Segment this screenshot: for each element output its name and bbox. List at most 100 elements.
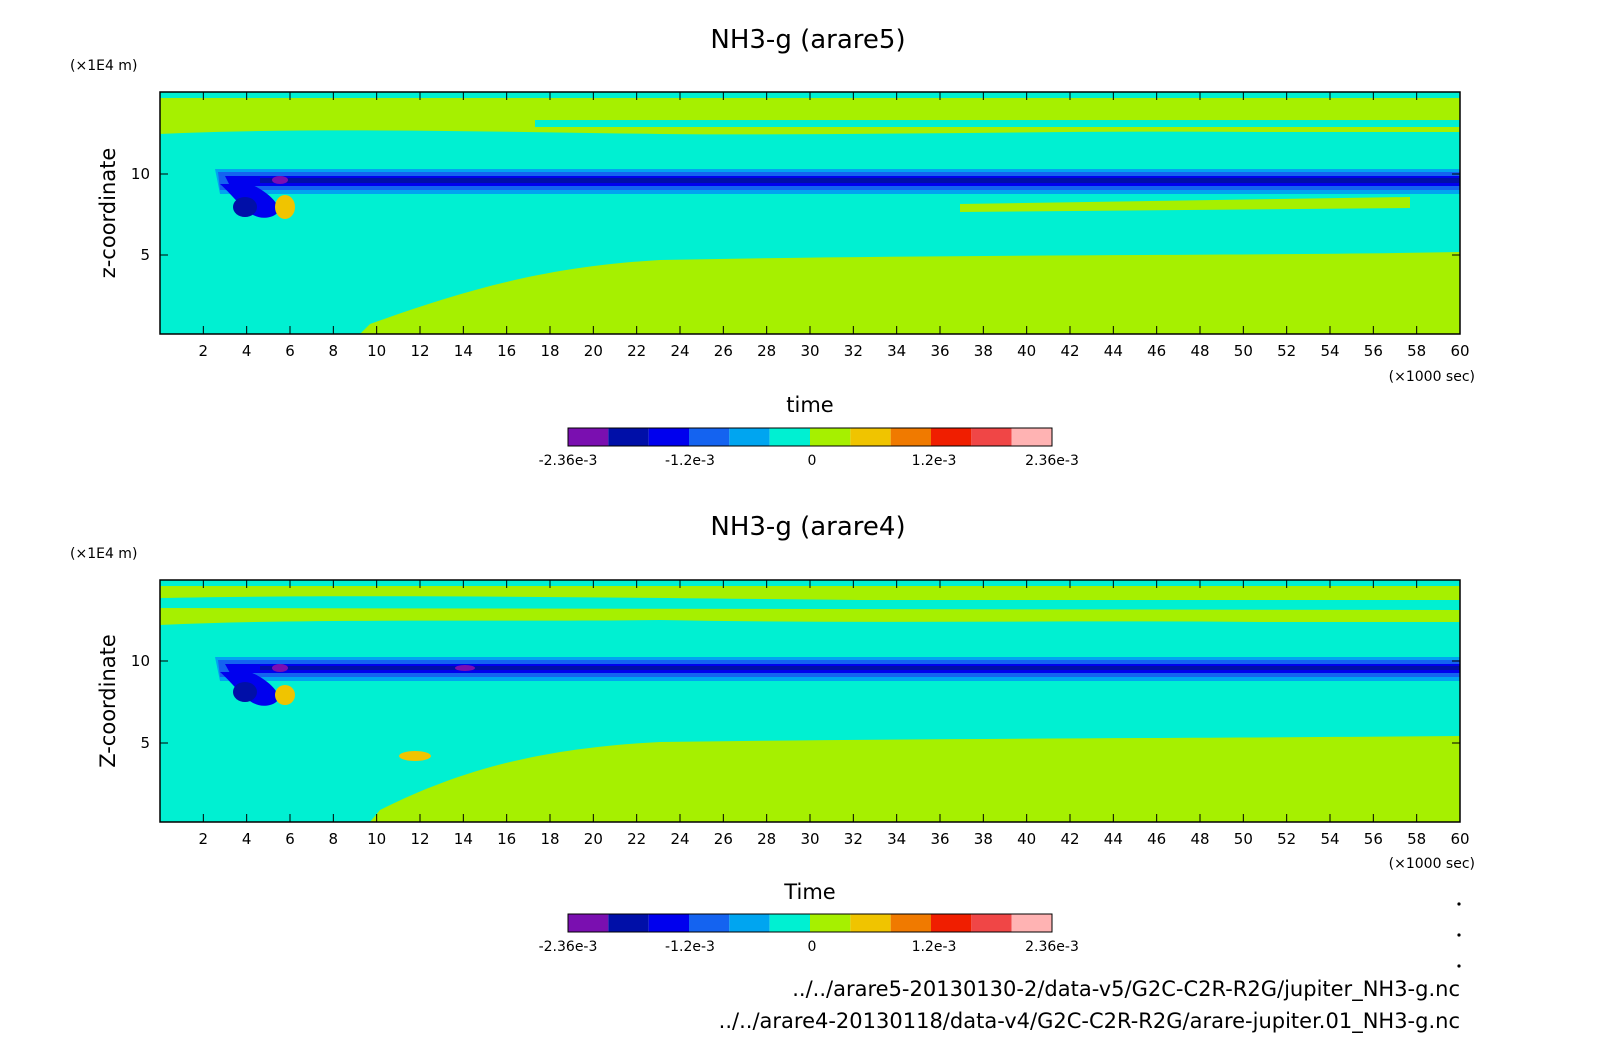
upper-thin-band bbox=[160, 596, 1460, 610]
x-tick-label: 22 bbox=[627, 830, 646, 848]
y-axis: 5 10 bbox=[131, 652, 1460, 752]
x-tick-label: 20 bbox=[584, 830, 603, 848]
darknavy-core bbox=[260, 666, 1460, 670]
colorbar-swatch bbox=[810, 914, 851, 932]
x-tick-label: 52 bbox=[1277, 342, 1296, 360]
colorbar bbox=[567, 913, 1053, 933]
colorbar-swatch bbox=[769, 428, 810, 446]
colorbar-swatch bbox=[689, 914, 730, 932]
x-tick-label: 46 bbox=[1147, 342, 1166, 360]
x-tick-label: 6 bbox=[285, 830, 295, 848]
x-tick-label: 56 bbox=[1364, 342, 1383, 360]
x-tick-label: 8 bbox=[329, 830, 339, 848]
x-tick-label: 36 bbox=[930, 342, 949, 360]
x-tick-label: 44 bbox=[1104, 830, 1123, 848]
x-tick-label: 16 bbox=[497, 830, 516, 848]
colorbar-label: -1.2e-3 bbox=[665, 453, 715, 469]
x-tick-label: 4 bbox=[242, 342, 252, 360]
contour-plot-area bbox=[160, 580, 1460, 822]
x-tick-label: 48 bbox=[1190, 830, 1209, 848]
x-tick-label: 58 bbox=[1407, 830, 1426, 848]
x-tick-label: 34 bbox=[887, 342, 906, 360]
x-tick-label: 54 bbox=[1320, 830, 1339, 848]
colorbar-swatch bbox=[568, 428, 609, 446]
x-tick-label: 2 bbox=[199, 830, 209, 848]
colorbar-swatch bbox=[1011, 428, 1052, 446]
x-tick-label: 46 bbox=[1147, 830, 1166, 848]
x-tick-label: 12 bbox=[410, 830, 429, 848]
colorbar-frame bbox=[567, 913, 1053, 933]
x-tick-label: 60 bbox=[1450, 342, 1469, 360]
x-tick-label: 18 bbox=[540, 830, 559, 848]
x-tick-label: 14 bbox=[454, 830, 473, 848]
colorbar-swatch bbox=[931, 428, 972, 446]
orange-spot bbox=[399, 751, 431, 761]
colorbar-swatch bbox=[608, 428, 649, 446]
colorbar-label: 1.2e-3 bbox=[912, 939, 957, 955]
plume-core bbox=[233, 682, 257, 702]
main-cyan-layer bbox=[160, 658, 1460, 822]
x-tick-label: 44 bbox=[1104, 342, 1123, 360]
file-path-arare5: ../../arare5-20130130-2/data-v5/G2C-C2R-… bbox=[792, 977, 1460, 1002]
colorbar-swatch bbox=[850, 428, 891, 446]
x-tick-label: 34 bbox=[887, 830, 906, 848]
x-tick-label: 36 bbox=[930, 830, 949, 848]
colorbar-label: 0 bbox=[808, 453, 817, 469]
x-tick-label: 10 bbox=[367, 342, 386, 360]
y-tick-label: 5 bbox=[140, 246, 150, 264]
file-path-arare4: ../../arare4-20130118/data-v4/G2C-C2R-R2… bbox=[719, 1009, 1460, 1034]
x-tick-label: 24 bbox=[670, 342, 689, 360]
x-tick-label: 52 bbox=[1277, 830, 1296, 848]
x-tick-label: 2 bbox=[199, 342, 209, 360]
x-tick-label: 42 bbox=[1060, 830, 1079, 848]
y-axis: 5 10 bbox=[131, 165, 1460, 264]
x-axis-label: Time bbox=[783, 880, 835, 904]
y-unit-label: (×1E4 m) bbox=[70, 58, 137, 74]
x-tick-label: 48 bbox=[1190, 342, 1209, 360]
colorbar-swatch bbox=[890, 428, 931, 446]
x-axis-label: time bbox=[786, 393, 833, 417]
x-tick-label: 38 bbox=[974, 342, 993, 360]
x-tick-label: 60 bbox=[1450, 830, 1469, 848]
chart-title: NH3-g (arare5) bbox=[710, 25, 905, 55]
x-tick-label: 28 bbox=[757, 830, 776, 848]
x-unit-label: (×1000 sec) bbox=[1389, 856, 1475, 872]
colorbar-swatch bbox=[890, 914, 931, 932]
colorbar-swatch bbox=[971, 428, 1012, 446]
x-tick-label: 26 bbox=[714, 342, 733, 360]
colorbar-frame bbox=[567, 427, 1053, 447]
colorbar-swatch bbox=[931, 914, 972, 932]
min-spot bbox=[272, 176, 288, 184]
plume-orange bbox=[275, 685, 295, 705]
contour-plot-area bbox=[160, 92, 1460, 334]
x-tick-label: 40 bbox=[1017, 830, 1036, 848]
colorbar-swatch bbox=[850, 914, 891, 932]
y-axis-label: z-coordinate bbox=[96, 148, 120, 279]
y-axis-label: Z-coordinate bbox=[96, 634, 120, 768]
panel-arare5: NH3-g (arare5) (×1E4 m) bbox=[70, 25, 1475, 469]
x-axis: 2 4 6 8 10 12 14 16 18 20 22 24 26 28 30 32 34 36 38 40 42 44… bbox=[199, 92, 1470, 360]
x-tick-label: 22 bbox=[627, 342, 646, 360]
upper-thin-band bbox=[535, 120, 1460, 127]
colorbar-label: -2.36e-3 bbox=[539, 939, 598, 955]
x-tick-label: 26 bbox=[714, 830, 733, 848]
colorbar-label: -2.36e-3 bbox=[539, 453, 598, 469]
dot-marker bbox=[1457, 964, 1461, 968]
colorbar-swatch bbox=[648, 428, 689, 446]
green-streak bbox=[960, 197, 1410, 212]
colorbar-label: 0 bbox=[808, 939, 817, 955]
x-tick-label: 42 bbox=[1060, 342, 1079, 360]
x-tick-label: 40 bbox=[1017, 342, 1036, 360]
x-tick-label: 54 bbox=[1320, 342, 1339, 360]
x-axis: 2 4 6 8 10 12 14 16 18 20 22 24 26 28 30 32 34 36 38 40 42 44… bbox=[199, 580, 1470, 848]
y-tick-label: 5 bbox=[140, 734, 150, 752]
plume-orange bbox=[275, 195, 295, 219]
x-tick-label: 56 bbox=[1364, 830, 1383, 848]
darknavy-core bbox=[260, 178, 1460, 183]
colorbar-swatch bbox=[568, 914, 609, 932]
colorbar-swatch bbox=[810, 428, 851, 446]
x-tick-label: 8 bbox=[329, 342, 339, 360]
x-unit-label: (×1000 sec) bbox=[1389, 369, 1475, 385]
colorbar-swatch bbox=[729, 914, 770, 932]
